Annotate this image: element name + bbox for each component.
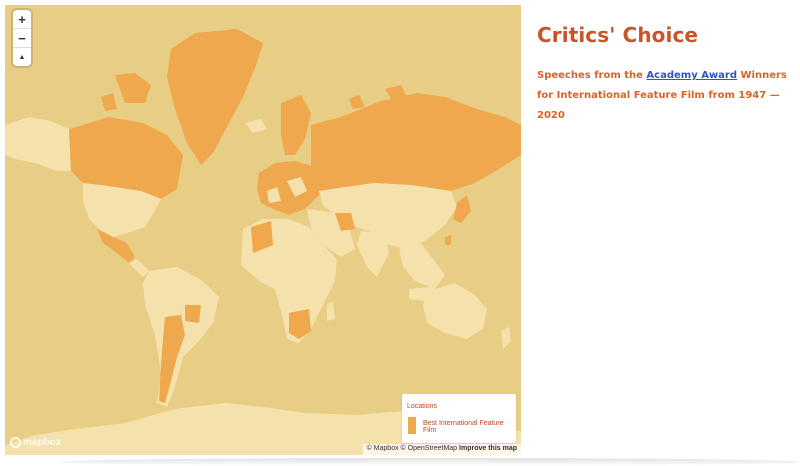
legend-item-label: Best International Feature Film [423,420,504,434]
canada-islands [101,73,151,111]
region-southeast-asia[interactable] [399,243,445,289]
europe-light [267,177,307,203]
country-russia[interactable] [311,93,521,191]
compass-button[interactable]: ▲ [18,53,26,61]
academy-award-link[interactable]: Academy Award [646,70,738,81]
zoom-out-button[interactable]: − [13,29,31,48]
subtitle-text-start: Speeches from the [537,70,643,81]
subtitle-text-end: Winners for International Feature Film f… [537,70,787,121]
page-subtitle: Speeches from the Academy Award Winners … [537,66,787,126]
legend-title: Locations [407,403,437,410]
map-container[interactable]: + − ▲ Locations Best International Featu… [5,5,521,455]
continent-africa[interactable] [241,219,337,343]
map-legend: Locations Best International Feature Fil… [402,394,516,443]
country-iran[interactable] [335,213,355,231]
country-south-africa[interactable] [289,309,311,339]
country-australia[interactable] [423,283,487,339]
legend-swatch [408,417,416,434]
country-canada[interactable] [69,117,183,199]
country-japan[interactable] [453,195,471,223]
country-algeria[interactable] [251,221,273,253]
country-mexico[interactable] [97,229,135,263]
country-new-zealand[interactable] [501,327,511,349]
mapbox-logo-icon [10,437,21,448]
attribution-osm-link[interactable]: © OpenStreetMap [400,445,458,452]
attribution-mapbox-link[interactable]: © Mapbox [366,445,399,452]
country-alaska[interactable] [5,117,71,171]
russia-islands [349,85,407,109]
country-argentina-chile[interactable] [159,315,185,403]
country-taiwan[interactable] [445,235,451,245]
zoom-in-button[interactable]: + [13,10,31,29]
central-america [129,259,149,277]
country-usa[interactable] [83,183,161,237]
country-greenland[interactable] [167,29,263,165]
page-bottom-shadow [60,458,800,466]
zoom-controls: + − ▲ [13,10,31,66]
page-title: Critics' Choice [537,23,699,47]
country-madagascar[interactable] [327,301,335,321]
region-asia[interactable] [319,183,457,249]
improve-map-link[interactable]: Improve this map [459,445,517,452]
mapbox-logo[interactable]: mapbox [10,437,61,448]
country-india[interactable] [357,231,389,277]
country-brazil-region [185,305,201,323]
continent-antarctica[interactable] [5,403,521,455]
mapbox-logo-text: mapbox [23,437,62,448]
map-attribution: © Mapbox © OpenStreetMap Improve this ma… [362,444,521,455]
region-scandinavia[interactable] [281,95,311,155]
world-map[interactable] [5,5,521,455]
country-iceland[interactable] [245,119,267,133]
